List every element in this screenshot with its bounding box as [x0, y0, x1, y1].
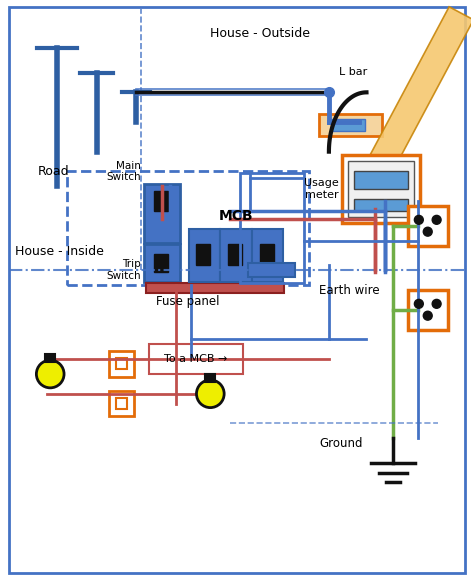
FancyBboxPatch shape — [197, 244, 210, 265]
FancyBboxPatch shape — [331, 119, 365, 131]
Text: House - Inside: House - Inside — [15, 245, 103, 258]
FancyBboxPatch shape — [248, 263, 295, 277]
FancyBboxPatch shape — [408, 290, 447, 329]
FancyBboxPatch shape — [354, 172, 408, 189]
Circle shape — [432, 215, 441, 224]
FancyBboxPatch shape — [260, 244, 273, 265]
Text: To a MCB →: To a MCB → — [164, 354, 227, 364]
FancyBboxPatch shape — [342, 155, 420, 223]
FancyBboxPatch shape — [46, 354, 55, 362]
Text: Trip
Switch: Trip Switch — [107, 259, 141, 281]
FancyBboxPatch shape — [205, 374, 215, 382]
Circle shape — [423, 311, 432, 320]
Circle shape — [414, 215, 423, 224]
Text: House - Outside: House - Outside — [210, 27, 310, 39]
Polygon shape — [354, 7, 474, 198]
FancyBboxPatch shape — [228, 244, 242, 265]
Circle shape — [423, 227, 432, 236]
Text: Fuse panel: Fuse panel — [156, 295, 220, 308]
Text: Main
Switch: Main Switch — [107, 161, 141, 182]
FancyBboxPatch shape — [144, 184, 180, 242]
Text: Usage
meter: Usage meter — [304, 178, 339, 200]
FancyBboxPatch shape — [348, 161, 414, 217]
FancyBboxPatch shape — [117, 358, 128, 369]
FancyBboxPatch shape — [319, 114, 382, 136]
Circle shape — [432, 299, 441, 309]
FancyBboxPatch shape — [408, 206, 447, 245]
Text: MCB: MCB — [219, 209, 253, 223]
Text: Road: Road — [37, 165, 69, 178]
Circle shape — [36, 360, 64, 388]
FancyBboxPatch shape — [252, 229, 283, 282]
FancyBboxPatch shape — [9, 8, 465, 572]
FancyBboxPatch shape — [154, 255, 168, 272]
FancyBboxPatch shape — [189, 229, 220, 282]
FancyBboxPatch shape — [109, 351, 134, 377]
FancyBboxPatch shape — [117, 398, 128, 408]
FancyBboxPatch shape — [146, 283, 284, 293]
FancyBboxPatch shape — [109, 391, 134, 416]
Circle shape — [197, 380, 224, 408]
Text: Earth wire: Earth wire — [319, 284, 380, 296]
Circle shape — [414, 299, 423, 309]
FancyBboxPatch shape — [144, 244, 180, 282]
FancyBboxPatch shape — [354, 199, 408, 211]
FancyBboxPatch shape — [220, 229, 252, 282]
Text: L bar: L bar — [339, 67, 367, 77]
FancyBboxPatch shape — [154, 191, 168, 211]
Text: Ground: Ground — [319, 437, 363, 450]
